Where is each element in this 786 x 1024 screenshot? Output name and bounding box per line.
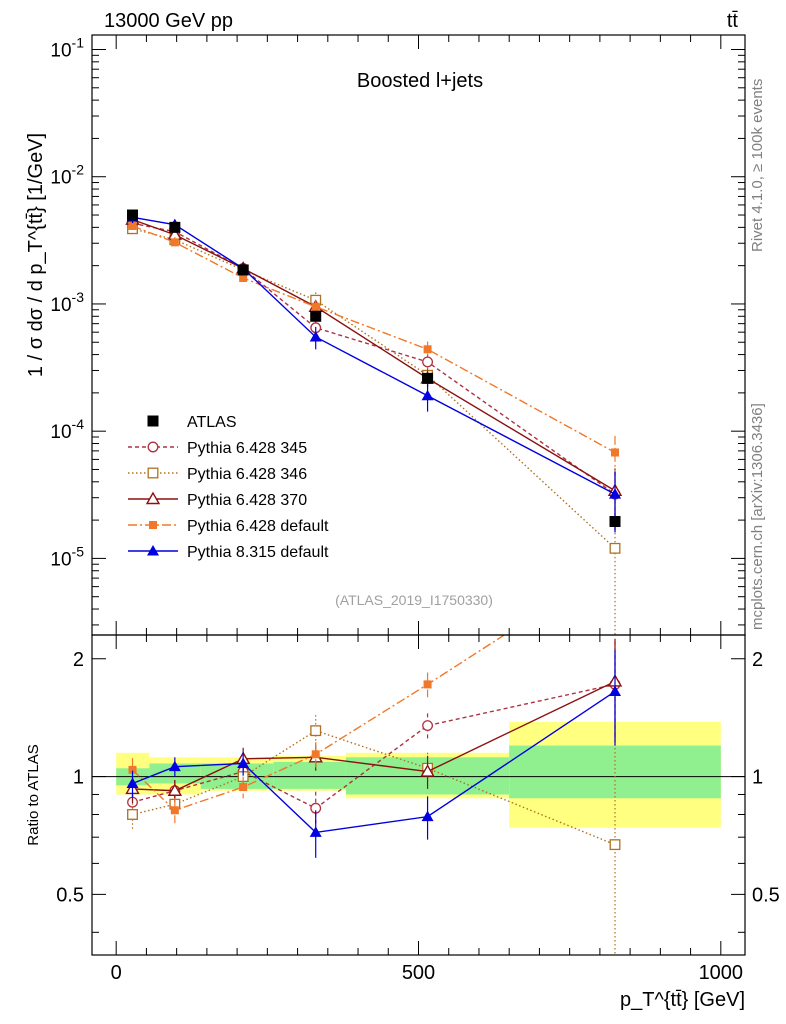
series-line: [132, 225, 616, 454]
legend-label: Pythia 6.428 345: [187, 440, 307, 457]
ratio-point: [239, 783, 248, 792]
atlas-point: [609, 516, 621, 528]
ratio-point: [422, 720, 434, 732]
y-tick-label: 10-5: [50, 543, 84, 570]
legend-marker: [147, 545, 159, 556]
legend-label: ATLAS: [187, 414, 237, 431]
ratio-point: [609, 839, 621, 851]
header-left: 13000 GeV pp: [104, 10, 233, 32]
series-point: [611, 448, 620, 457]
legend-marker: [147, 441, 159, 453]
legend-marker: [149, 521, 157, 529]
series-point: [609, 542, 621, 554]
atlas-point: [237, 264, 249, 276]
ratio-point: [167, 783, 183, 796]
header-right: tt̄: [727, 10, 739, 32]
series-line: [132, 216, 616, 495]
ratio-tick-label-right: 2: [752, 649, 763, 671]
ratio-point: [420, 764, 435, 777]
legend-label: Pythia 6.428 370: [187, 492, 307, 509]
ratio-tick-label: 0.5: [56, 884, 84, 906]
ratio-line: [132, 635, 506, 812]
x-tick-label: 1000: [699, 962, 744, 984]
ratio-point: [170, 806, 179, 815]
series-point: [422, 356, 434, 368]
ratio-point: [421, 810, 434, 822]
ratio-point: [311, 750, 320, 759]
series-point: [170, 238, 179, 247]
y-tick-label: 10-2: [50, 162, 84, 189]
legend-label: Pythia 6.428 default: [187, 518, 329, 535]
mcplots-label: mcplots.cern.ch [arXiv:1306.3436]: [749, 403, 766, 630]
atlas-point: [127, 209, 139, 221]
ratio-point: [423, 680, 432, 689]
ratio-line: [132, 729, 616, 846]
series-point: [421, 389, 434, 401]
series-point: [423, 345, 432, 354]
series-line: [132, 228, 616, 549]
series-point: [609, 488, 622, 499]
atlas-point: [422, 372, 434, 384]
ratio-point: [611, 560, 619, 568]
y-axis-label-text: 1 / σ dσ / d p_T^{tt̄} [1/GeV]: [25, 133, 47, 377]
x-tick-label: 0: [111, 962, 122, 984]
ratio-point: [128, 765, 137, 774]
legend-marker: [145, 491, 161, 505]
ratio-tick-label-right: 1: [752, 767, 763, 789]
ratio-plot-data: [125, 560, 623, 955]
ratio-point: [126, 777, 139, 789]
legend-marker: [147, 467, 159, 479]
x-axis-label: p_T^{tt̄} [GeV]: [620, 989, 745, 1011]
series-point: [239, 273, 248, 282]
ratio-tick-label-right: 0.5: [752, 884, 780, 906]
axis-ticks: [92, 35, 745, 955]
legend-label: Pythia 8.315 default: [187, 544, 329, 561]
ratio-point: [310, 725, 322, 737]
analysis-id: (ATLAS_2019_I1750330): [335, 592, 493, 608]
atlas-point: [169, 221, 181, 233]
y-tick-label: 10-1: [50, 34, 84, 61]
series-line: [132, 222, 616, 495]
atlas-point: [310, 310, 322, 322]
y-tick-label: 10-4: [50, 416, 84, 443]
ratio-point: [168, 760, 181, 772]
legend-marker: [147, 415, 159, 427]
chart-title: Boosted l+jets: [357, 70, 483, 92]
axis-tick-labels: 0 500 1000 10-5 10-4 10-3 10-2 10-1 0.5 0.5 1 1 2 2: [50, 34, 779, 984]
ratio-bands: [92, 721, 745, 828]
series-point: [311, 302, 320, 311]
legend-label: Pythia 6.428 346: [187, 466, 307, 483]
y-tick-label: 10-3: [50, 289, 84, 316]
x-tick-label: 500: [402, 962, 435, 984]
ratio-tick-label: 2: [73, 649, 84, 671]
series-point: [128, 221, 137, 230]
legend: ATLAS Pythia 6.428 345 Pythia 6.428 346 Pyt…: [128, 414, 329, 561]
rivet-label: Rivet 4.1.0, ≥ 100k events: [749, 79, 766, 252]
ratio-line: [132, 680, 616, 792]
series-point: [309, 330, 322, 342]
ratio-point: [609, 685, 622, 696]
ratio-point: [237, 757, 250, 768]
y-axis-label: 1 / σ dσ / d p_T^{tt̄} [1/GeV]: [25, 133, 47, 377]
ratio-y-label: Ratio to ATLAS: [25, 744, 42, 845]
ratio-band-inner: [273, 761, 346, 789]
main-plot-data: [125, 209, 623, 635]
series-line: [132, 218, 616, 492]
ratio-tick-label: 1: [73, 767, 84, 789]
ratio-point: [309, 826, 322, 837]
ratio-line: [132, 690, 616, 834]
ratio-line: [132, 683, 616, 810]
ratio-point: [127, 809, 138, 820]
ratio-band-inner: [509, 745, 721, 799]
